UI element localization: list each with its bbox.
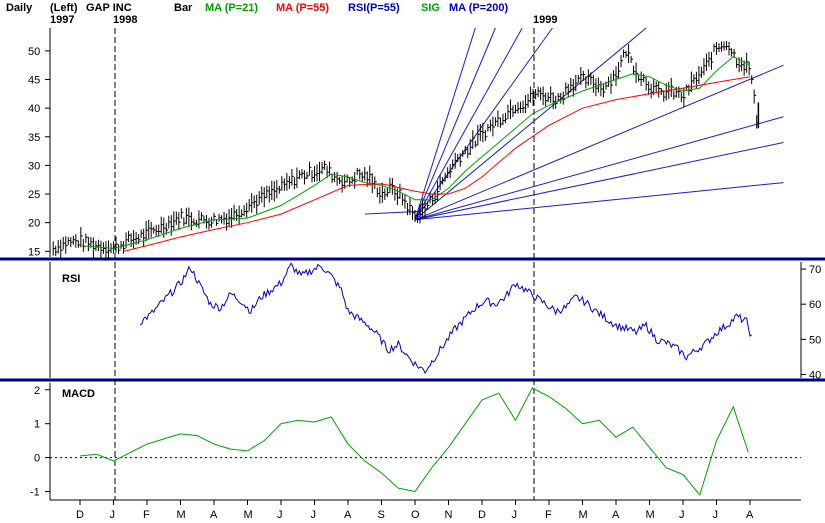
period-label: Daily — [6, 2, 33, 14]
bar-legend-label: Bar — [174, 2, 193, 14]
price-y-tick-label: 35 — [28, 132, 40, 144]
ma55-line — [123, 76, 751, 252]
macd-panel-title: MACD — [62, 388, 95, 400]
x-tick-label: A — [210, 509, 218, 521]
sig-legend-label: SIG — [421, 2, 440, 14]
price-y-tick-label: 40 — [28, 103, 40, 115]
x-tick-label: J — [512, 509, 518, 521]
fan-line — [414, 64, 784, 221]
x-tick-label: A — [344, 509, 352, 521]
x-tick-label: J — [110, 509, 116, 521]
rsi-y-tick-label: 40 — [809, 369, 821, 381]
price-y-tick-label: 25 — [28, 189, 40, 201]
fan-line — [414, 27, 647, 221]
x-tick-label: A — [612, 509, 620, 521]
x-tick-label: F — [143, 509, 150, 521]
price-y-tick-label: 15 — [28, 246, 40, 258]
fan-line — [414, 27, 523, 221]
rsi-legend-label: RSI(P=55) — [348, 2, 400, 14]
fan-line — [414, 182, 784, 221]
x-tick-label: M — [579, 509, 588, 521]
x-tick-label: J — [713, 509, 719, 521]
rsi-panel-title: RSI — [62, 273, 80, 285]
ma55-legend-label: MA (P=55) — [276, 2, 329, 14]
fan-line — [414, 27, 496, 220]
fan-line — [414, 142, 784, 221]
x-tick-label: S — [378, 509, 385, 521]
x-tick-label: M — [646, 509, 655, 521]
x-tick-label: A — [746, 509, 754, 521]
x-tick-label: N — [445, 509, 453, 521]
ma200-legend-label: MA (P=200) — [449, 2, 509, 14]
macd-y-tick-label: -1 — [30, 487, 40, 499]
macd-line — [79, 387, 749, 496]
year-1999-label: 1999 — [533, 14, 557, 26]
x-tick-label: D — [478, 509, 486, 521]
price-y-tick-label: 30 — [28, 160, 40, 172]
year-1997-label: 1997 — [50, 14, 74, 26]
rsi-y-tick-label: 70 — [809, 264, 821, 276]
x-tick-label: J — [679, 509, 685, 521]
macd-y-tick-label: 0 — [34, 453, 40, 465]
macd-y-tick-label: 1 — [34, 419, 40, 431]
x-tick-label: M — [177, 509, 186, 521]
ma21-legend-label: MA (P=21) — [205, 2, 258, 14]
ticker-label: GAP INC — [86, 2, 132, 14]
rsi-line — [139, 262, 752, 375]
price-y-tick-label: 20 — [28, 218, 40, 230]
rsi-y-tick-label: 50 — [809, 334, 821, 346]
x-tick-label: M — [244, 509, 253, 521]
x-tick-label: O — [411, 509, 420, 521]
axis-side-label: (Left) — [50, 2, 78, 14]
price-y-tick-label: 45 — [28, 75, 40, 87]
x-tick-label: J — [277, 509, 283, 521]
x-tick-label: D — [76, 509, 84, 521]
fan-line — [414, 116, 784, 221]
fan-line — [414, 27, 476, 220]
x-tick-label: J — [311, 509, 317, 521]
macd-y-tick-label: 2 — [34, 385, 40, 397]
x-tick-label: F — [545, 509, 552, 521]
rsi-y-tick-label: 60 — [809, 299, 821, 311]
price-y-tick-label: 50 — [28, 46, 40, 58]
ma21-line — [79, 56, 751, 249]
year-1998-label: 1998 — [113, 14, 137, 26]
